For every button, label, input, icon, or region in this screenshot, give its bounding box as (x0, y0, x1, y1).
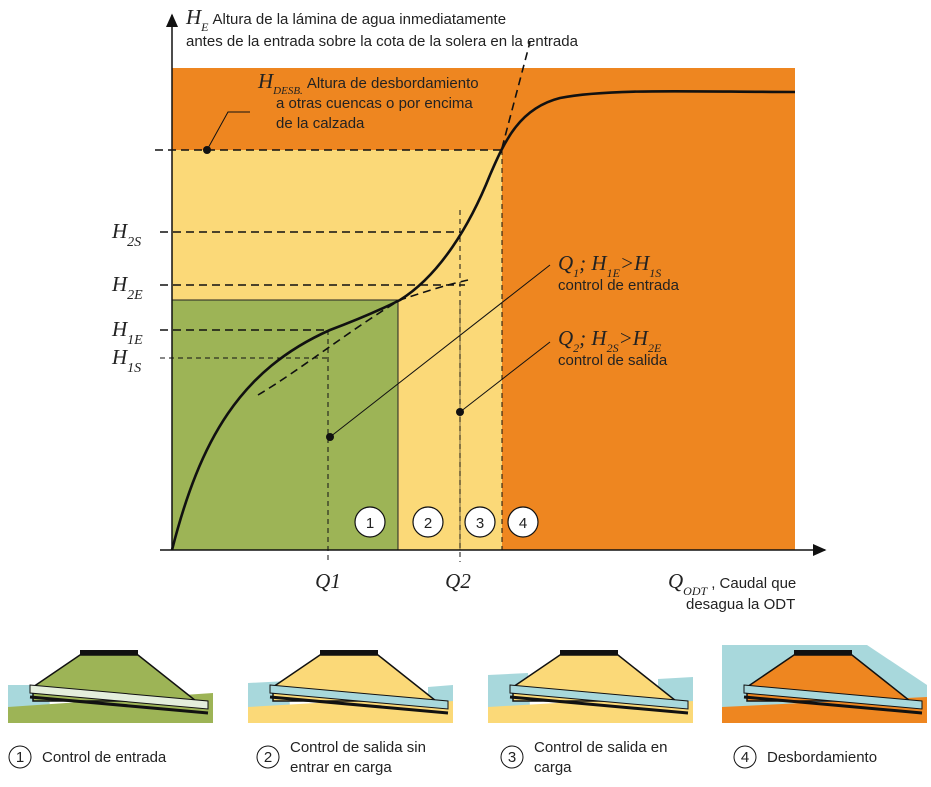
overflow-label: HDESB. Altura de desbordamiento (257, 69, 479, 97)
legend-label: entrar en carga (290, 759, 392, 776)
subscript: 2 (573, 341, 579, 355)
schematic-outlet (248, 650, 453, 723)
symbol: ; H (579, 251, 608, 275)
leader (329, 264, 551, 438)
legend-item: 4 Desbordamiento (733, 745, 877, 769)
annotation-text: control de entrada (558, 277, 680, 294)
leaders (203, 111, 551, 441)
legend-number: 2 (264, 749, 272, 766)
head-curve (170, 89, 796, 551)
schematic-inlet (8, 650, 213, 723)
subscript: 1 (573, 266, 579, 280)
axes (160, 13, 827, 556)
legend-item: 3 Control de salida en carga (500, 739, 667, 776)
level-label: H1S (111, 345, 141, 376)
region-number: 3 (476, 515, 484, 532)
level-label: H2S (111, 219, 141, 250)
annotation: Q1; H1E>H1S (558, 251, 661, 280)
level-label: H1E (111, 317, 143, 348)
legend-number: 1 (16, 749, 24, 766)
symbol: H (111, 317, 129, 341)
legend-number: 4 (741, 749, 749, 766)
symbol: H (111, 272, 129, 296)
symbol: H (257, 69, 275, 93)
legend-number: 3 (508, 749, 516, 766)
legend-item: 2 Control de salida sin entrar en carga (256, 739, 426, 776)
symbol: ; H (579, 326, 608, 350)
schematic-overflow (722, 645, 927, 723)
symbol: H (111, 345, 129, 369)
leader (459, 341, 551, 413)
subscript: 1S (127, 361, 141, 376)
subscript: 2S (127, 235, 141, 250)
regions (171, 68, 795, 551)
legend-item: 1 Control de entrada (8, 745, 167, 769)
y-axis-title: HE Altura de la lámina de agua inmediatam… (185, 5, 506, 34)
subscript: 2E (127, 288, 143, 303)
y-axis-title: antes de la entrada sobre la cota de la … (186, 33, 579, 50)
symbol: >H (620, 251, 651, 275)
schematics (8, 645, 927, 723)
subscript: 2S (607, 341, 619, 355)
symbol: Q (558, 251, 573, 275)
guides (155, 149, 503, 562)
x-label: Q2 (445, 569, 471, 593)
annotation: Q2; H2S>H2E (558, 326, 662, 355)
legend-marker (8, 745, 32, 769)
legend-marker (500, 745, 524, 769)
x-axis-title: desagua la ODT (686, 596, 795, 613)
label-text: , Caudal que (711, 575, 796, 592)
region-marker (464, 506, 496, 538)
region-number: 1 (366, 515, 374, 532)
subscript: ODT (683, 584, 708, 598)
symbol: Q (668, 569, 683, 593)
subscript: 1E (127, 333, 143, 348)
region-number: 4 (519, 515, 527, 532)
label-text: Altura de desbordamiento (307, 75, 479, 92)
legend-marker (733, 745, 757, 769)
curves (170, 41, 796, 551)
leader (206, 111, 250, 151)
region-number: 2 (424, 515, 432, 532)
symbol: H (185, 5, 203, 29)
region-marker (507, 506, 539, 538)
region-marker (412, 506, 444, 538)
overflow-label: de la calzada (276, 115, 365, 132)
x-axis-title: QODT, Caudal que (668, 569, 796, 598)
legend-label: Control de salida en (534, 739, 667, 756)
subscript: E (200, 20, 209, 34)
x-label: Q1 (315, 569, 341, 593)
annotation-text: control de salida (558, 352, 668, 369)
region-marker (354, 506, 386, 538)
inlet-curve (501, 41, 531, 149)
legend-label: Control de salida sin (290, 739, 426, 756)
inlet-region (171, 299, 399, 551)
level-label: H2E (111, 272, 143, 303)
symbol: H (111, 219, 129, 243)
label-text: Altura de la lámina de agua inmediatamen… (213, 11, 507, 28)
legend-marker (256, 745, 280, 769)
subscript: 2E (648, 341, 662, 355)
schematic-outlet-full (488, 650, 693, 723)
outlet-curve (257, 279, 469, 396)
subscript: 1S (649, 266, 661, 280)
legend-label: carga (534, 759, 572, 776)
legend-label: Desbordamiento (767, 749, 877, 766)
symbol: >H (619, 326, 650, 350)
legend-label: Control de entrada (42, 749, 167, 766)
subscript: 1E (607, 266, 621, 280)
overflow-label: a otras cuencas o por encima (276, 95, 473, 112)
subscript: DESB. (272, 85, 303, 97)
symbol: Q (558, 326, 573, 350)
